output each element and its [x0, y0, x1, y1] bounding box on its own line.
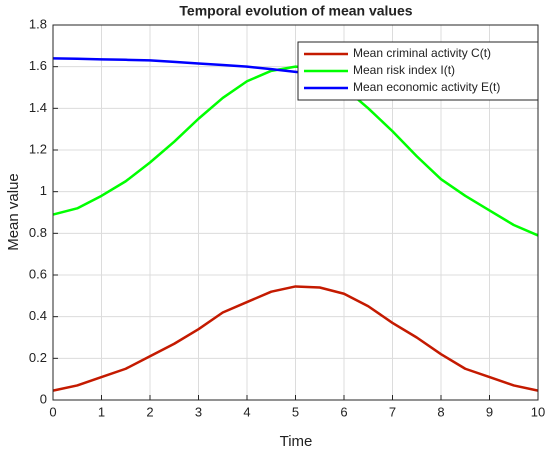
y-tick-label: 1.8 — [29, 16, 47, 31]
x-tick-label: 4 — [243, 404, 250, 419]
y-tick-label: 0.2 — [29, 350, 47, 365]
x-tick-label: 5 — [292, 404, 299, 419]
x-tick-label: 0 — [49, 404, 56, 419]
legend-label: Mean risk index I(t) — [353, 63, 455, 77]
y-axis-label: Mean value — [5, 173, 22, 251]
x-tick-label: 10 — [531, 404, 545, 419]
x-tick-label: 6 — [340, 404, 347, 419]
legend-label: Mean criminal activity C(t) — [353, 46, 491, 60]
y-tick-label: 1 — [40, 183, 47, 198]
y-tick-label: 0.8 — [29, 225, 47, 240]
x-tick-label: 2 — [146, 404, 153, 419]
legend-label: Mean economic activity E(t) — [353, 80, 500, 94]
x-tick-label: 7 — [389, 404, 396, 419]
y-tick-label: 1.6 — [29, 58, 47, 73]
series-line — [52, 65, 539, 237]
y-tick-label: 1.2 — [29, 141, 47, 156]
chart-title: Temporal evolution of mean values — [179, 3, 412, 19]
x-tick-label: 3 — [195, 404, 202, 419]
plot-border — [52, 24, 539, 401]
x-tick-label: 1 — [98, 404, 105, 419]
y-tick-label: 1.4 — [29, 100, 47, 115]
y-tick-label: 0.6 — [29, 266, 47, 281]
x-tick-label: 8 — [437, 404, 444, 419]
x-axis-label: Time — [280, 433, 313, 450]
x-tick-label: 9 — [486, 404, 493, 419]
y-tick-label: 0 — [40, 391, 47, 406]
y-tick-label: 0.4 — [29, 308, 47, 323]
series-line — [52, 285, 539, 392]
